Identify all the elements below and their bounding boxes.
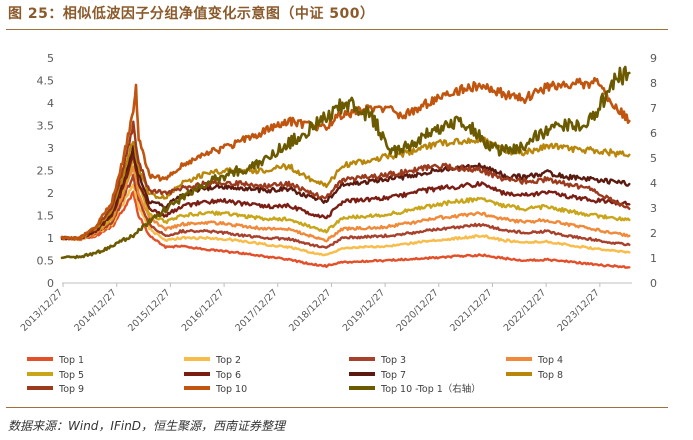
footer-divider xyxy=(6,407,668,408)
x-tick-label: 2015/12/27 xyxy=(126,287,173,334)
legend-label: Top 10 -Top 1（右轴） xyxy=(380,383,481,395)
series-line-6 xyxy=(60,151,631,241)
line-chart: 0 0.5 1 1.5 2 2.5 3 3.5 4 4.5 5 0 1 2 3 4 5 6 7 8 9 2013/12… xyxy=(19,52,657,395)
title-divider xyxy=(6,29,668,30)
y-left-tick-label: 1.5 xyxy=(37,210,55,223)
series-line-7 xyxy=(60,143,631,241)
x-tick-label: 2020/12/27 xyxy=(394,287,441,334)
y-left-tick-label: 4.5 xyxy=(37,75,55,88)
series-line-9 xyxy=(60,120,631,241)
legend-label: Top 2 xyxy=(215,355,241,366)
series-line-8 xyxy=(60,134,631,241)
x-tick-label: 2019/12/27 xyxy=(341,287,388,334)
y-left-tick-label: 2 xyxy=(47,187,54,200)
y-right-tick-label: 7 xyxy=(650,102,657,115)
y-right-tick-label: 3 xyxy=(650,202,657,215)
legend-label: Top 5 xyxy=(58,370,84,381)
y-left-tick-label: 0.5 xyxy=(37,255,55,268)
legend-label: Top 3 xyxy=(380,355,406,366)
series-lines xyxy=(60,65,631,269)
x-tick-label: 2014/12/27 xyxy=(72,287,119,334)
legend-label: Top 8 xyxy=(537,370,563,381)
y-right-tick-label: 8 xyxy=(650,77,657,90)
x-tick-label: 2013/12/27 xyxy=(19,287,66,334)
x-tick-label: 2021/12/27 xyxy=(448,287,495,334)
legend-label: Top 10 xyxy=(215,384,247,395)
x-axis: 2013/12/27 2014/12/27 2015/12/27 2016/12/27… xyxy=(19,282,632,334)
series-line-10 xyxy=(60,76,631,241)
y-right-tick-label: 0 xyxy=(650,277,657,290)
y-right-tick-label: 6 xyxy=(650,127,657,140)
series-line-4 xyxy=(60,165,631,243)
legend-label: Top 6 xyxy=(215,370,241,381)
x-tick-label: 2018/12/27 xyxy=(287,287,334,334)
y-right-tick-label: 1 xyxy=(650,252,657,265)
legend: Top 1 Top 2 Top 3 Top 4 Top 5 Top 6 Top 7 Top 8… xyxy=(27,355,563,395)
series-line-3 xyxy=(60,173,631,249)
x-tick-label: 2016/12/27 xyxy=(180,287,227,334)
legend-label: Top 9 xyxy=(58,384,84,395)
x-tick-label: 2022/12/27 xyxy=(502,287,549,334)
y-left-tick-label: 2.5 xyxy=(37,165,55,178)
legend-label: Top 7 xyxy=(380,370,406,381)
series-line-5 xyxy=(60,157,631,241)
y-left-tick-label: 3.5 xyxy=(37,120,55,133)
y-left-tick-label: 3 xyxy=(47,142,54,155)
y-left-tick-label: 5 xyxy=(47,52,54,65)
y-left-tick-label: 4 xyxy=(47,97,54,110)
y-right-axis: 0 1 2 3 4 5 6 7 8 9 xyxy=(650,52,657,290)
series-line-2 xyxy=(60,183,631,257)
source-note: 数据来源：Wind，IFinD，恒生聚源，西南证券整理 xyxy=(8,419,286,433)
y-right-tick-label: 5 xyxy=(650,152,657,165)
y-left-tick-label: 0 xyxy=(47,277,54,290)
x-tick-label: 2017/12/27 xyxy=(233,287,280,334)
y-left-tick-label: 1 xyxy=(47,232,54,245)
series-line-1 xyxy=(60,190,631,269)
x-tick-label: 2023/12/27 xyxy=(555,287,602,334)
y-left-axis: 0 0.5 1 1.5 2 2.5 3 3.5 4 4.5 5 xyxy=(37,52,55,290)
y-right-tick-label: 4 xyxy=(650,177,657,190)
y-right-tick-label: 9 xyxy=(650,52,657,65)
legend-label: Top 1 xyxy=(58,355,84,366)
y-right-tick-label: 2 xyxy=(650,227,657,240)
series-line-11 xyxy=(60,65,631,260)
legend-label: Top 4 xyxy=(537,355,563,366)
figure-title: 图 25：相似低波因子分组净值变化示意图（中证 500） xyxy=(8,6,375,22)
